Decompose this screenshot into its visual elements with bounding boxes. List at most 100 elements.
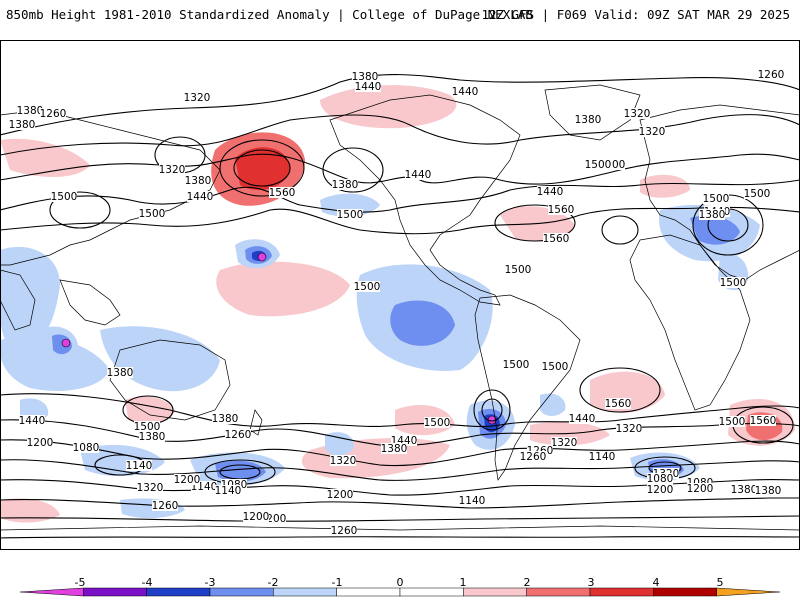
colorbar-segment [399, 587, 464, 597]
contour-label: 1140 [215, 485, 242, 497]
contour-label-background [352, 71, 378, 82]
contour-label: 1500 [337, 209, 364, 221]
contour-label-background [391, 435, 417, 446]
contour-label: 1380 [332, 179, 359, 191]
negative-anomaly-region [690, 215, 740, 245]
colorbar-tick-label: 3 [587, 576, 595, 589]
contour-label: 1380 [185, 175, 212, 187]
contour-label-background [542, 361, 568, 372]
contour-label-background [152, 500, 178, 511]
colorbar-tick-label: 1 [459, 576, 467, 589]
contour-label-background [750, 415, 776, 426]
contour-label-background [17, 105, 43, 116]
colorbar-tick-label: -1 [331, 576, 343, 589]
contour-label-background [137, 482, 163, 493]
positive-anomaly-region [640, 174, 690, 198]
colorbar-segment [146, 587, 211, 597]
colorbar-tick-label: -4 [141, 576, 153, 589]
contour-label: 1260 [225, 429, 252, 441]
contour-label: 1200 [27, 437, 54, 449]
header: 850mb Height 1981-2010 Standardized Anom… [0, 0, 800, 40]
contour-labels: 1380144013201260138012601440132013801320… [9, 69, 785, 537]
contour-label: 1320 [616, 423, 643, 435]
contour-label-background [139, 431, 165, 442]
contour-label: 1500 [703, 193, 730, 205]
map-title: 850mb Height 1981-2010 Standardized Anom… [6, 7, 533, 22]
contour-label: 1320 [159, 164, 186, 176]
contour-label: 1500 [585, 159, 612, 171]
contour-label-background [327, 489, 353, 500]
contour-label-background [331, 525, 357, 536]
contour-label-background [424, 417, 450, 428]
contour-label: 1320 [184, 92, 211, 104]
contour-label: 1200 [327, 489, 354, 501]
contour-label-background [647, 473, 673, 484]
contour-label-background [405, 169, 431, 180]
contour-label-background [184, 92, 210, 103]
contour-label-background [191, 481, 217, 492]
contour-label-background [624, 108, 650, 119]
contour-label-background [503, 359, 529, 370]
contour-label: 1260 [331, 525, 358, 537]
contour-label-background [548, 204, 574, 215]
contour-label-background [551, 437, 577, 448]
contour-label-background [187, 191, 213, 202]
contour-label: 1440 [569, 413, 596, 425]
contour-label-background [520, 451, 546, 462]
contour-label-background [225, 429, 251, 440]
contour-label: 1560 [543, 233, 570, 245]
contour-label: 1500 [134, 421, 161, 433]
contour-label-background [212, 413, 238, 424]
contour-label: 1500 [503, 359, 530, 371]
contour-label-background [260, 513, 286, 524]
contour-label: 1500 [542, 361, 569, 373]
contour-label-background [687, 483, 713, 494]
contour-label: 1500 [744, 188, 771, 200]
contour-label: 1440 [537, 186, 564, 198]
contour-label-background [537, 186, 563, 197]
contour-label: 1500 [719, 416, 746, 428]
contour-label: 1200 [174, 474, 201, 486]
contour-label: 1380 [755, 485, 782, 497]
contour-label: 1320 [137, 482, 164, 494]
contour-label: 1380 [9, 119, 36, 131]
colorbar-min-arrow [19, 587, 84, 597]
contour-label: 1260 [758, 69, 785, 81]
contour-label-background [40, 108, 66, 119]
colorbar-segment [653, 587, 717, 597]
contour-label-background [719, 416, 745, 427]
contour-label: 1560 [548, 204, 575, 216]
contour-label: 1500 [505, 264, 532, 276]
colorbar-segment [83, 587, 147, 597]
contour-label: 1440 [187, 191, 214, 203]
colorbar-segment [463, 587, 527, 597]
contour-label-background [569, 413, 595, 424]
contour-label-background [354, 281, 380, 292]
contour-label-background [185, 175, 211, 186]
contour-label: 1380 [139, 431, 166, 443]
colorbar-tick-label: -5 [74, 576, 86, 589]
negative-anomaly-region [158, 338, 195, 367]
contour-label: 1320 [551, 437, 578, 449]
contour-label: 1380 [352, 71, 379, 83]
contour-label-background [605, 398, 631, 409]
contour-label: 1380 [17, 105, 44, 117]
contour-label-background [639, 126, 665, 137]
colorbar-tick-label: 4 [652, 576, 660, 589]
negative-anomaly-region [0, 336, 110, 391]
contour-label: 1260 [40, 108, 67, 120]
contour-label-background [647, 484, 673, 495]
contour-label: 1380 [731, 484, 758, 496]
contour-label-background [616, 423, 642, 434]
contour-label-background [221, 479, 247, 490]
contour-label: 1320 [624, 108, 651, 120]
contour-label: 1320 [639, 126, 666, 138]
contour-label-background [27, 437, 53, 448]
contour-label-background [126, 460, 152, 471]
contour-label-background [744, 188, 770, 199]
colorbar-tick-label: 5 [716, 576, 724, 589]
positive-anomaly-region [0, 138, 90, 177]
contour-label: 1200 [243, 511, 270, 523]
colorbar-tick-label: -2 [267, 576, 279, 589]
positive-anomaly-region [0, 498, 60, 523]
